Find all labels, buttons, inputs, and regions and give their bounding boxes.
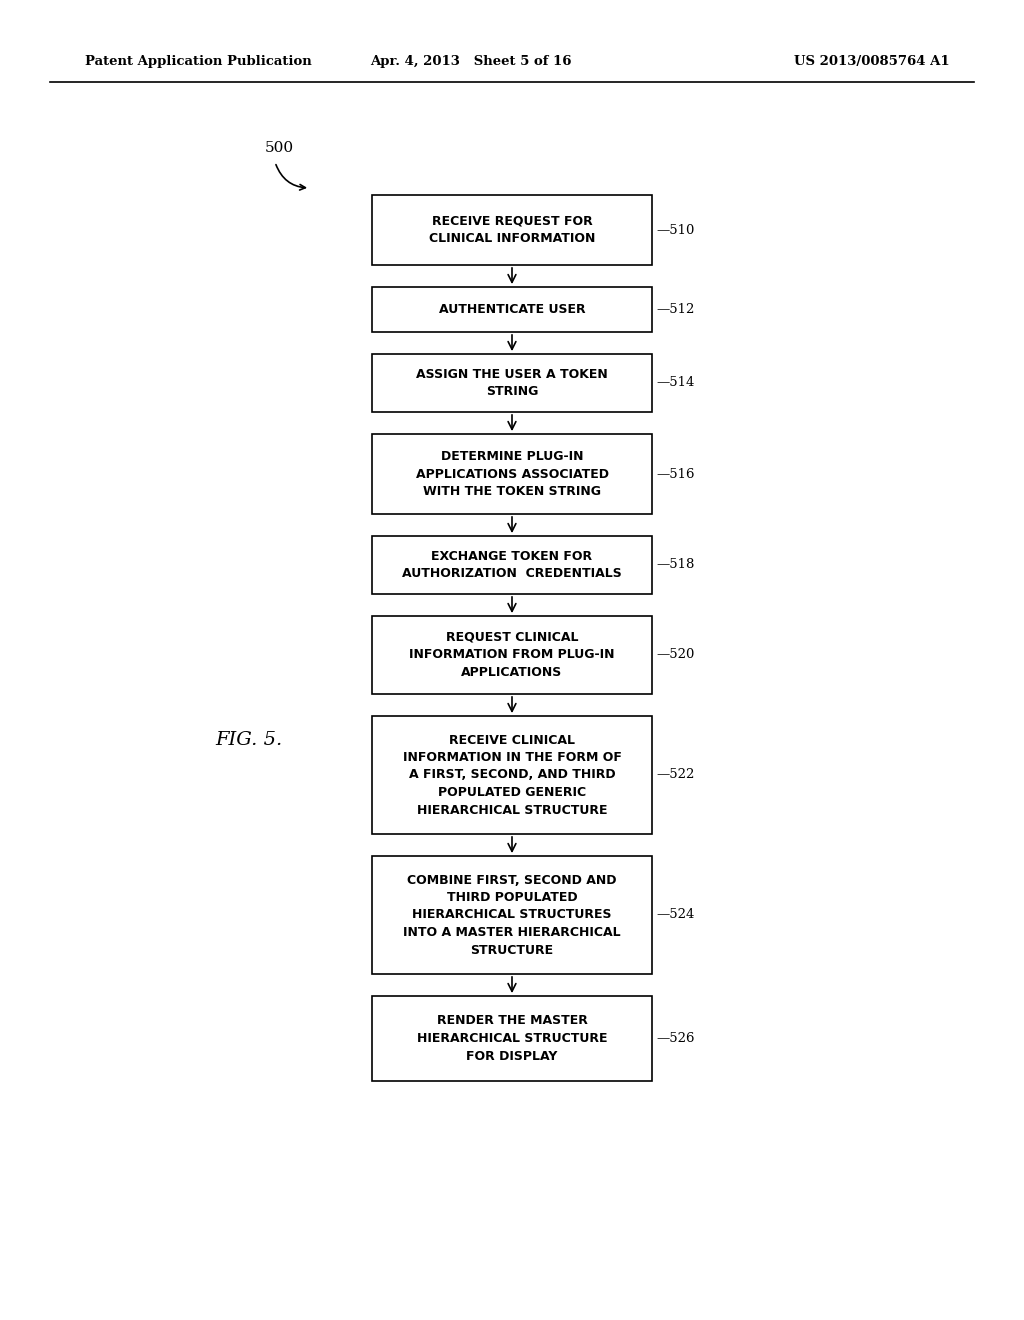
- Text: —522: —522: [656, 768, 694, 781]
- Text: —518: —518: [656, 558, 694, 572]
- Text: —512: —512: [656, 304, 694, 315]
- Text: FIG. 5.: FIG. 5.: [215, 731, 283, 748]
- Bar: [372, 195, 652, 265]
- Text: —514: —514: [656, 376, 694, 389]
- Text: —526: —526: [656, 1032, 694, 1045]
- Text: DETERMINE PLUG-IN
APPLICATIONS ASSOCIATED
WITH THE TOKEN STRING: DETERMINE PLUG-IN APPLICATIONS ASSOCIATE…: [416, 450, 608, 498]
- Text: ASSIGN THE USER A TOKEN
STRING: ASSIGN THE USER A TOKEN STRING: [416, 368, 608, 399]
- Text: REQUEST CLINICAL
INFORMATION FROM PLUG-IN
APPLICATIONS: REQUEST CLINICAL INFORMATION FROM PLUG-I…: [410, 631, 614, 678]
- Text: RECEIVE CLINICAL
INFORMATION IN THE FORM OF
A FIRST, SECOND, AND THIRD
POPULATED: RECEIVE CLINICAL INFORMATION IN THE FORM…: [402, 734, 622, 817]
- Text: 500: 500: [265, 141, 294, 154]
- Text: —520: —520: [656, 648, 694, 661]
- Text: EXCHANGE TOKEN FOR
AUTHORIZATION  CREDENTIALS: EXCHANGE TOKEN FOR AUTHORIZATION CREDENT…: [402, 549, 622, 581]
- Bar: [372, 434, 652, 513]
- Bar: [372, 286, 652, 333]
- Text: RECEIVE REQUEST FOR
CLINICAL INFORMATION: RECEIVE REQUEST FOR CLINICAL INFORMATION: [429, 215, 595, 246]
- Bar: [372, 354, 652, 412]
- Bar: [372, 855, 652, 974]
- Text: Patent Application Publication: Patent Application Publication: [85, 55, 311, 69]
- Bar: [372, 536, 652, 594]
- Text: COMBINE FIRST, SECOND AND
THIRD POPULATED
HIERARCHICAL STRUCTURES
INTO A MASTER : COMBINE FIRST, SECOND AND THIRD POPULATE…: [403, 874, 621, 957]
- Text: Apr. 4, 2013   Sheet 5 of 16: Apr. 4, 2013 Sheet 5 of 16: [370, 55, 571, 69]
- Text: —524: —524: [656, 908, 694, 921]
- Bar: [372, 997, 652, 1081]
- Bar: [372, 616, 652, 694]
- Text: RENDER THE MASTER
HIERARCHICAL STRUCTURE
FOR DISPLAY: RENDER THE MASTER HIERARCHICAL STRUCTURE…: [417, 1015, 607, 1063]
- Text: —516: —516: [656, 467, 694, 480]
- Bar: [372, 715, 652, 834]
- Text: —510: —510: [656, 223, 694, 236]
- Text: AUTHENTICATE USER: AUTHENTICATE USER: [438, 304, 586, 315]
- Text: US 2013/0085764 A1: US 2013/0085764 A1: [795, 55, 950, 69]
